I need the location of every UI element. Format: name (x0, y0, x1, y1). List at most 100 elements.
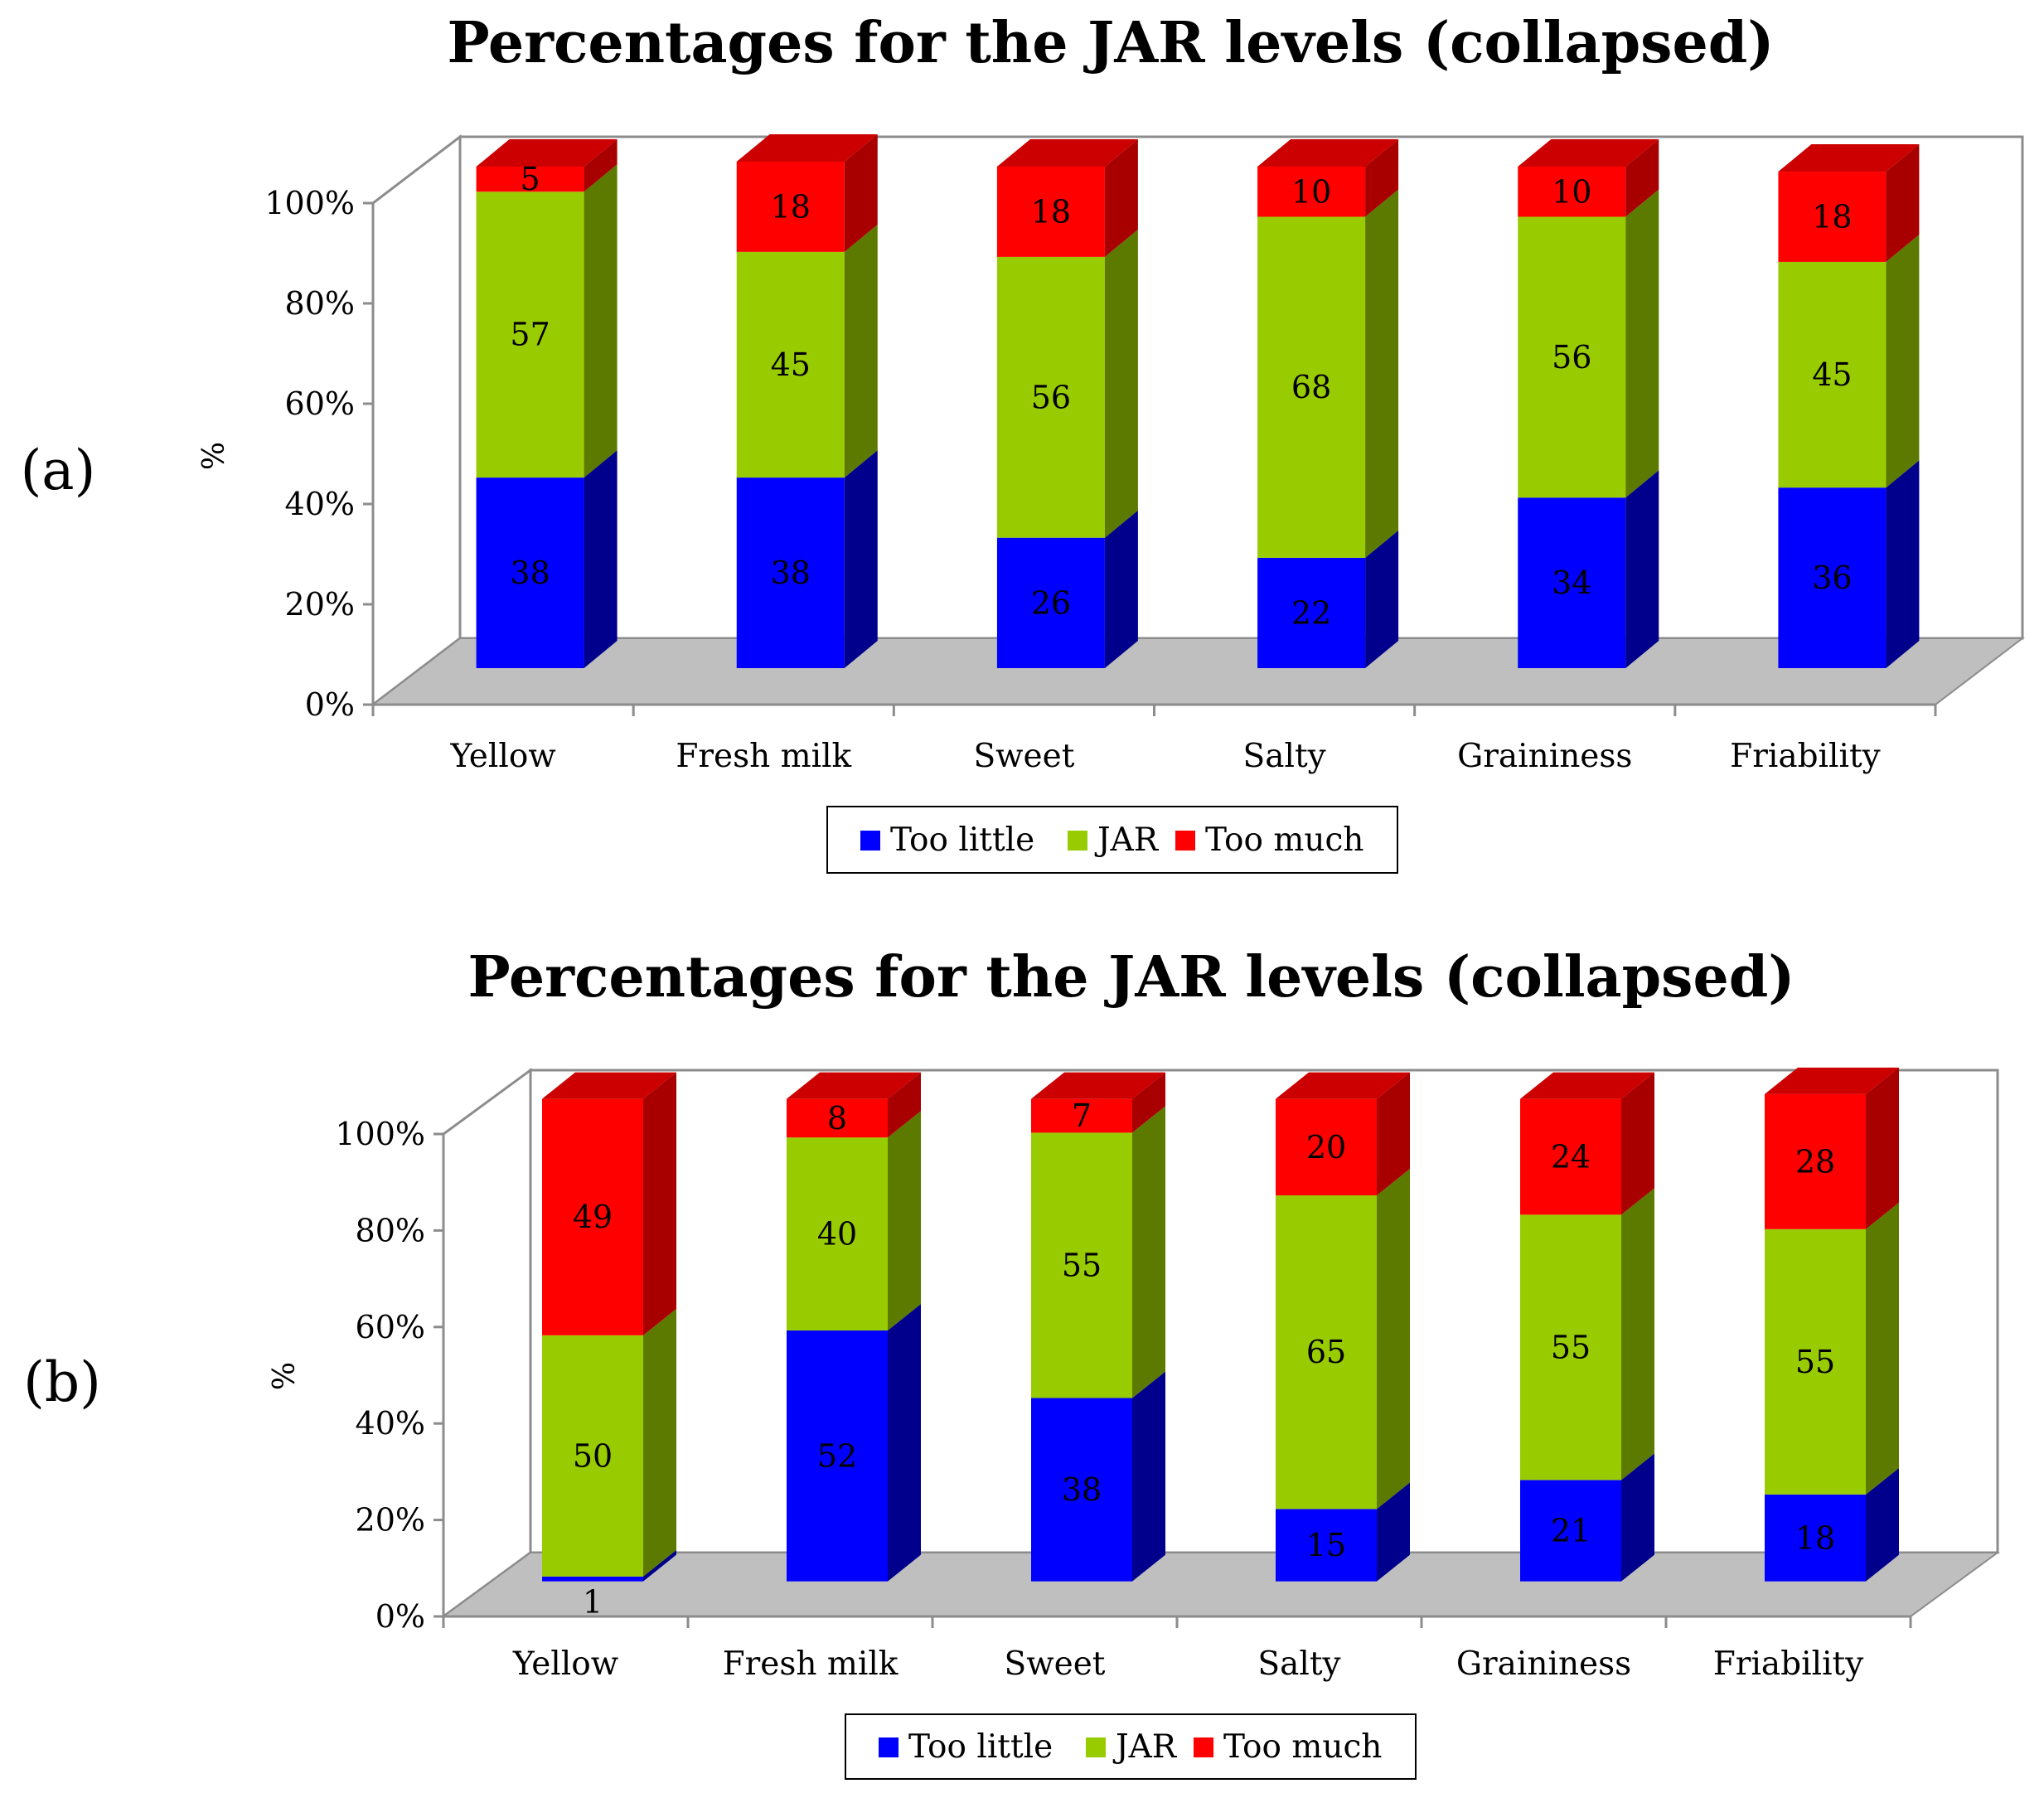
legend-swatch-too-much (1175, 831, 1195, 851)
bar-stack-friability: 36 45 18 (1778, 144, 1920, 668)
bar-stack-sweet: 26 56 18 (996, 139, 1138, 668)
bar-side (1132, 1072, 1165, 1133)
y-tick-label: 60% (356, 1309, 425, 1345)
bar-top (787, 1072, 921, 1099)
bar-segment-too-much: 10 (1257, 139, 1399, 217)
legend-label: Too little (908, 1728, 1053, 1766)
bar-segment-too-little: 1 (542, 1549, 676, 1621)
bar-segment-too-little: 21 (1520, 1453, 1654, 1582)
bar-top (476, 139, 618, 167)
bar-side (844, 224, 878, 478)
bar-front (1257, 167, 1366, 217)
bar-front (476, 477, 584, 668)
y-tick-label: 0% (375, 1598, 425, 1635)
bar-side (1104, 139, 1138, 257)
legend: Too little JAR Too much (845, 1713, 1417, 1780)
bar-segment-jar: 55 (1031, 1106, 1165, 1398)
x-tick-label: Graininess (1457, 738, 1632, 775)
bar-front (1031, 1132, 1132, 1398)
data-label: 56 (1552, 339, 1591, 376)
bar-top (1778, 144, 1920, 172)
bar-side (1621, 1072, 1654, 1215)
data-label: 10 (1552, 173, 1591, 210)
bar-segment-jar: 50 (542, 1308, 676, 1577)
bar-side (1365, 189, 1399, 558)
data-label: 38 (510, 555, 550, 591)
bar-front (787, 1098, 888, 1138)
bar-front (996, 256, 1105, 538)
bar-front (736, 251, 845, 478)
data-label: 15 (1306, 1527, 1346, 1563)
data-label: 18 (1031, 193, 1071, 230)
chart-floor (440, 1552, 2001, 1617)
chart-floor (371, 637, 2025, 705)
bar-side (1866, 1202, 1899, 1495)
y-tick-label: 0% (305, 686, 355, 723)
data-label: 10 (1291, 173, 1331, 210)
bar-stack-fresh-milk: 52 40 8 (787, 1072, 921, 1582)
bar-stack-graininess: 34 56 10 (1518, 139, 1659, 668)
x-tick-label: Fresh milk (723, 1645, 898, 1683)
data-label: 49 (573, 1199, 613, 1235)
legend-swatch-jar (1068, 831, 1087, 851)
bar-side (584, 164, 618, 478)
data-label: 36 (1812, 560, 1852, 596)
bar-stack-sweet: 38 55 7 (1031, 1072, 1165, 1582)
bar-front (1765, 1494, 1866, 1582)
data-label: 52 (817, 1437, 857, 1474)
data-label: 57 (510, 317, 550, 353)
bar-front (787, 1137, 888, 1331)
bar-side (888, 1072, 921, 1138)
y-tick-label: 20% (356, 1502, 425, 1539)
legend-box (845, 1713, 1417, 1780)
bar-segment-jar: 40 (787, 1111, 921, 1331)
y-tick-label: 20% (285, 586, 355, 623)
x-tick-label: Yellow (449, 738, 555, 775)
bar-front (542, 1098, 643, 1335)
bar-stack-yellow: 38 57 5 (476, 139, 618, 668)
bar-segment-too-much: 7 (1031, 1072, 1165, 1134)
y-tick-label: 100% (264, 185, 355, 221)
data-label: 18 (771, 188, 811, 225)
bar-side (1377, 1072, 1410, 1196)
x-tick-label: Yellow (512, 1645, 618, 1683)
bar-top (1520, 1072, 1654, 1099)
bar-side (643, 1308, 676, 1577)
data-label: 45 (771, 347, 811, 383)
bar-segment-too-much: 5 (476, 139, 618, 197)
chart-panel-a: Percentages for the JAR levels (collapse… (21, 10, 2025, 874)
bar-segment-too-little: 38 (476, 450, 618, 668)
legend-swatch-jar (1086, 1737, 1106, 1757)
x-tick-label: Sweet (1005, 1645, 1106, 1683)
bar-stack-graininess: 21 55 24 (1520, 1072, 1654, 1582)
bar-side (1365, 530, 1399, 668)
bar-front (1257, 216, 1366, 558)
bar-top (1518, 139, 1659, 167)
bar-side (1104, 229, 1138, 538)
bar-front (1276, 1509, 1377, 1582)
bar-front (1031, 1098, 1132, 1133)
bar-front (1031, 1398, 1132, 1582)
legend: Too little JAR Too much (826, 806, 1398, 874)
chart-title: Percentages for the JAR levels (collapse… (468, 944, 1795, 1010)
side-wall (442, 1068, 532, 1619)
bar-segment-jar: 57 (476, 164, 618, 478)
bar-segment-too-little: 18 (1765, 1467, 1899, 1582)
bar-segment-too-much: 28 (1765, 1067, 1899, 1229)
bar-segment-too-little: 36 (1778, 460, 1920, 668)
bar-segment-jar: 55 (1765, 1202, 1899, 1495)
bar-segment-jar: 56 (1518, 189, 1659, 498)
data-label: 28 (1795, 1143, 1835, 1180)
bar-segment-jar: 65 (1276, 1169, 1410, 1510)
data-label: 26 (1031, 584, 1071, 621)
bar-segment-too-little: 26 (996, 510, 1138, 668)
bar-stack-salty: 15 65 20 (1276, 1072, 1410, 1582)
legend-swatch-too-little (879, 1737, 898, 1757)
chart-panel-b: Percentages for the JAR levels (collapse… (23, 944, 2001, 1780)
data-label: 20 (1306, 1129, 1346, 1166)
legend-swatch-too-little (860, 831, 880, 851)
bar-front (1520, 1480, 1621, 1582)
bar-front (1518, 497, 1626, 668)
bar-front (542, 1576, 643, 1582)
data-label: 56 (1031, 379, 1071, 415)
